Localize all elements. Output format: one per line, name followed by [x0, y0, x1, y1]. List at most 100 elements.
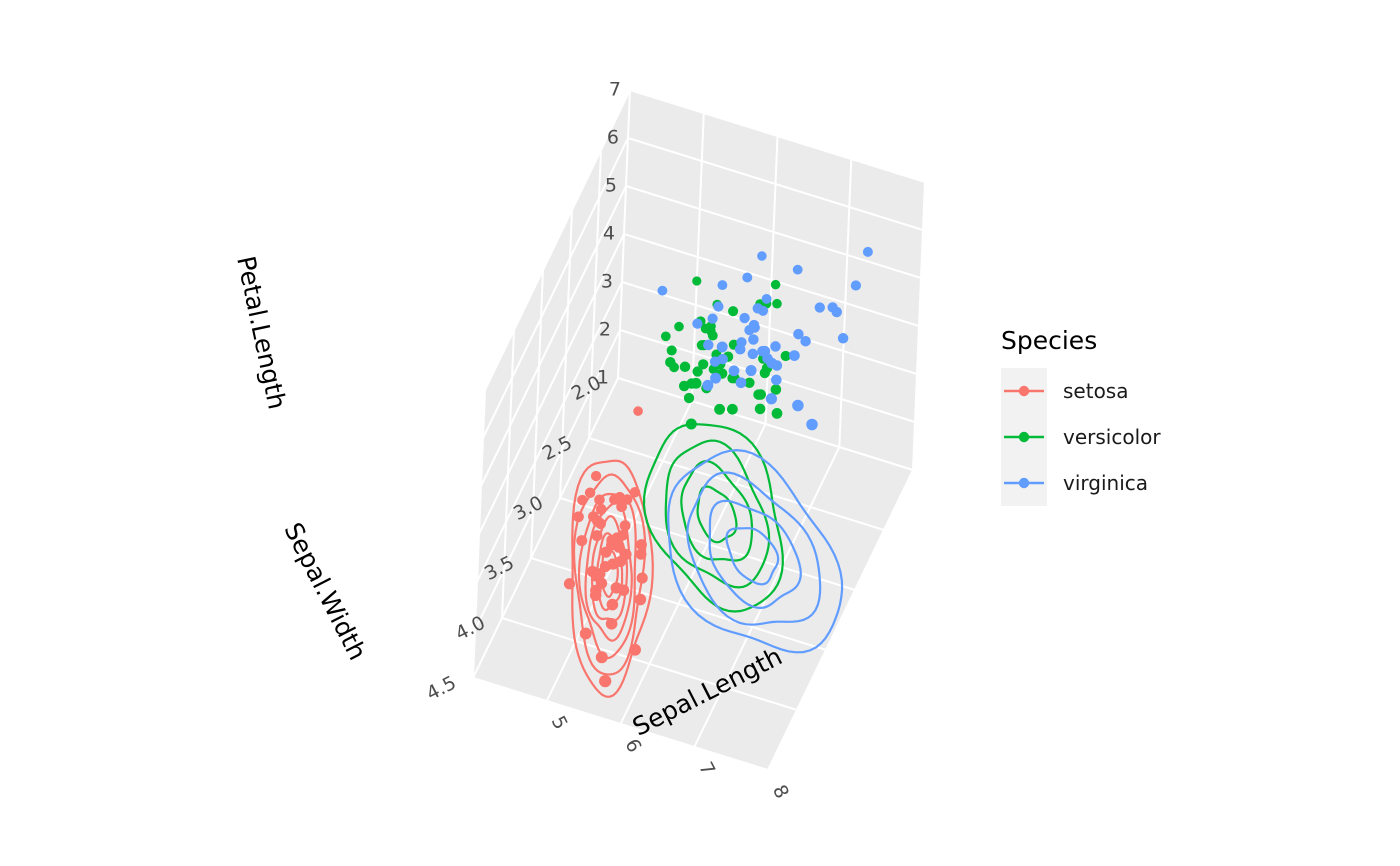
gridline: [617, 377, 914, 471]
y-tick-label: 4.5: [423, 672, 460, 705]
gridline: [627, 137, 924, 231]
point-virginica: [831, 306, 842, 318]
point-versicolor: [679, 361, 691, 373]
point-setosa: [610, 582, 622, 594]
point-virginica: [814, 302, 825, 313]
point-versicolor: [690, 377, 702, 389]
point-virginica: [716, 341, 728, 353]
point-versicolor: [707, 330, 718, 341]
gridline: [476, 281, 623, 583]
gridline: [530, 557, 827, 651]
point-virginica: [793, 328, 804, 340]
point-setosa: [606, 598, 619, 611]
contour-virginica: [686, 471, 822, 626]
point-versicolor: [700, 323, 711, 334]
point-virginica: [752, 303, 763, 314]
point-versicolor: [727, 403, 738, 415]
legend-item-versicolor: versicolor: [1004, 425, 1161, 449]
point-setosa: [613, 541, 625, 553]
z-tick-label: 7: [609, 79, 621, 101]
z-tick-label: 3: [601, 271, 613, 293]
point-versicolor: [772, 298, 782, 309]
legend: Species setosa versicolor virginica: [1001, 326, 1161, 506]
point-versicolor: [692, 366, 703, 377]
point-setosa: [616, 501, 627, 512]
legend-item-virginica: virginica: [1004, 471, 1148, 495]
point-setosa: [579, 627, 592, 640]
point-virginica: [728, 365, 740, 377]
point-setosa: [619, 520, 631, 532]
point-virginica: [765, 393, 778, 405]
point-virginica: [734, 343, 746, 355]
point-setosa: [595, 651, 608, 664]
point-virginica: [742, 272, 753, 283]
gridline: [480, 185, 627, 487]
point-versicolor: [771, 408, 783, 419]
legend-key-point: [1018, 431, 1030, 443]
point-virginica: [770, 341, 781, 352]
point-setosa: [635, 539, 647, 551]
gridline: [621, 281, 918, 375]
contour-virginica: [725, 527, 780, 586]
point-virginica: [713, 301, 724, 312]
point-setosa: [614, 556, 627, 568]
gridline: [588, 437, 885, 531]
gridline: [625, 185, 922, 279]
contour-setosa: [571, 459, 654, 698]
point-virginica: [792, 399, 804, 412]
point-virginica: [747, 348, 759, 360]
point-setosa: [605, 617, 618, 630]
legend-label: virginica: [1063, 471, 1148, 495]
point-setosa: [590, 570, 603, 582]
point-virginica: [766, 357, 778, 369]
point-versicolor: [744, 377, 755, 388]
point-virginica: [709, 356, 721, 367]
panel-walls: [473, 90, 925, 770]
legend-title: Species: [1001, 326, 1097, 355]
x-tick-label: 5: [547, 712, 572, 733]
z-tick-label: 2: [599, 319, 611, 341]
gridline: [629, 89, 926, 183]
point-versicolor: [698, 359, 709, 370]
gridline: [484, 89, 631, 391]
point-setosa: [590, 584, 602, 597]
point-virginica: [692, 318, 703, 329]
y-axis-title: Sepal.Width: [278, 518, 372, 665]
gridline: [472, 377, 619, 679]
point-virginica: [717, 280, 728, 291]
point-setosa: [577, 494, 588, 506]
point-setosa: [595, 503, 607, 515]
point-setosa: [591, 530, 603, 542]
x-tick-label: 7: [694, 758, 719, 779]
point-virginica: [792, 264, 803, 275]
point-setosa: [599, 674, 612, 688]
point-setosa: [636, 572, 648, 584]
legend-label: versicolor: [1063, 425, 1161, 449]
point-setosa: [609, 494, 620, 505]
point-versicolor: [685, 418, 697, 430]
point-setosa: [634, 593, 647, 606]
contour-setosa: [577, 492, 637, 660]
contour-virginica: [708, 499, 802, 610]
point-versicolor: [755, 389, 766, 400]
contour-versicolor: [680, 459, 754, 562]
gridline: [478, 233, 625, 535]
point-setosa: [590, 470, 602, 482]
point-virginica: [800, 335, 811, 347]
point-virginica: [703, 339, 714, 351]
point-setosa: [592, 515, 604, 527]
point-virginica: [837, 333, 849, 344]
z-tick-label: 6: [607, 127, 619, 149]
legend-key-point: [1018, 385, 1030, 397]
point-virginica: [748, 319, 760, 331]
point-setosa: [576, 535, 588, 547]
z-tick-label: 1: [597, 367, 609, 389]
gridline: [482, 137, 629, 439]
point-virginica: [748, 334, 759, 345]
legend-label: setosa: [1063, 379, 1128, 403]
gridline: [623, 233, 920, 327]
point-setosa: [600, 546, 612, 558]
point-versicolor: [666, 345, 677, 356]
z-tick-label: 5: [605, 175, 617, 197]
point-virginica: [761, 293, 772, 304]
